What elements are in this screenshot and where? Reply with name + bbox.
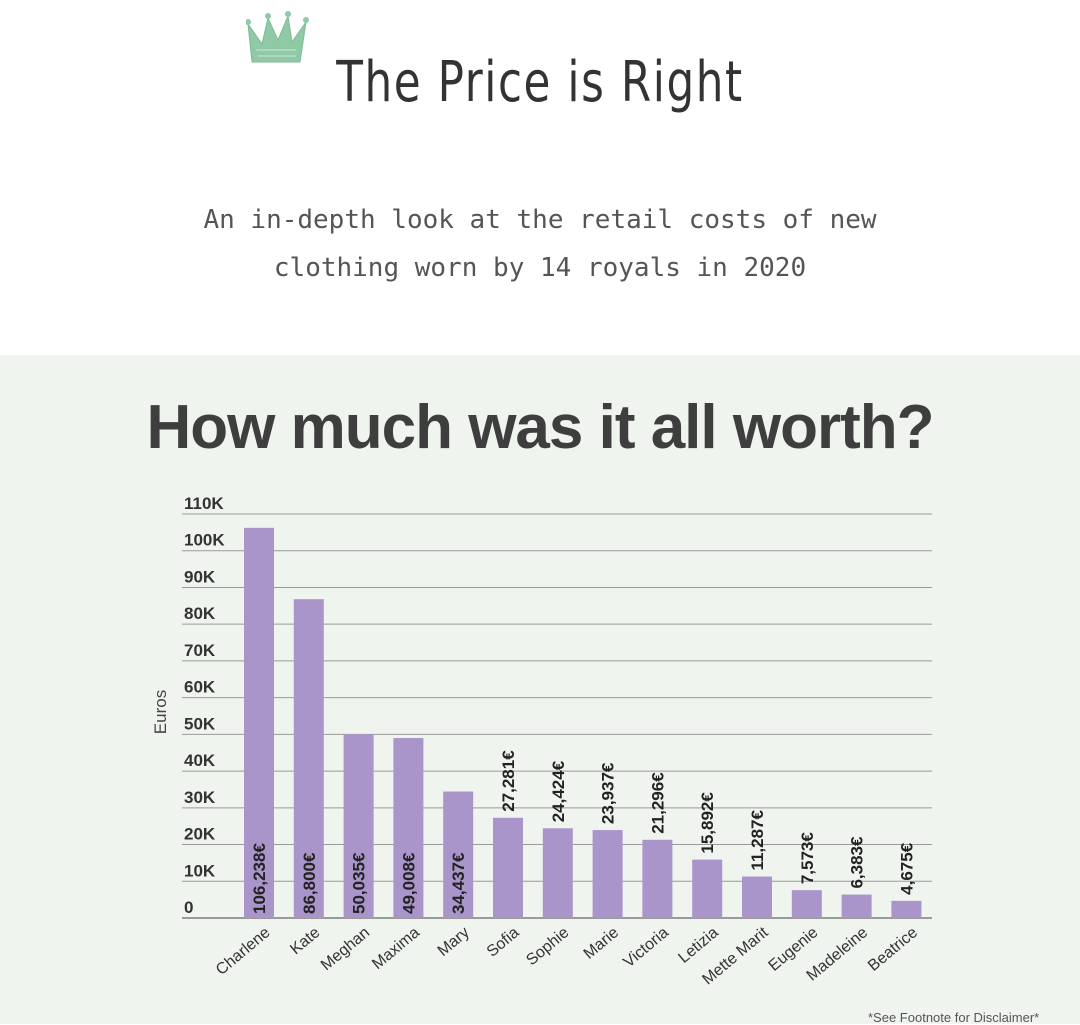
y-axis-label: Euros — [151, 690, 170, 734]
data-label: 24,424€ — [549, 760, 568, 822]
x-tick-label: Beatrice — [865, 924, 921, 975]
data-label: 49,008€ — [399, 852, 418, 914]
bar — [592, 830, 623, 918]
y-tick-label: 80K — [184, 604, 216, 623]
y-tick-label: 70K — [184, 641, 216, 660]
bar — [642, 839, 673, 918]
bar — [742, 876, 772, 918]
y-tick-label: 0 — [184, 898, 193, 917]
data-label: 7,573€ — [798, 832, 817, 885]
y-tick-label: 20K — [184, 825, 216, 844]
data-label: 27,281€ — [499, 750, 518, 812]
y-tick-label: 110K — [184, 494, 224, 513]
data-label: 6,383€ — [848, 836, 867, 889]
y-tick-label: 90K — [184, 567, 216, 586]
data-label: 50,035€ — [350, 852, 369, 914]
data-label: 106,238€ — [250, 843, 269, 914]
data-label: 21,296€ — [648, 772, 667, 834]
header: The Price is Right An in-depth look at t… — [0, 0, 1080, 355]
subtitle-line-2: clothing worn by 14 royals in 2020 — [273, 253, 807, 283]
data-label: 15,892€ — [698, 792, 717, 854]
x-tick-label: Victoria — [620, 924, 672, 971]
data-label: 11,287€ — [748, 809, 767, 870]
bar — [692, 859, 723, 918]
page-title: The Price is Right — [336, 50, 744, 115]
data-label: 23,937€ — [599, 762, 618, 824]
x-tick-label: Meghan — [318, 924, 373, 974]
y-tick-label: 50K — [184, 714, 216, 733]
x-tick-label: Sophie — [523, 924, 572, 969]
bar — [493, 817, 523, 918]
x-tick-label: Maxima — [369, 924, 423, 973]
bar — [891, 900, 922, 918]
bar — [841, 894, 872, 918]
subtitle-line-1: An in-depth look at the retail costs of … — [203, 205, 877, 235]
bar — [293, 599, 324, 918]
x-tick-label: Letizia — [675, 924, 721, 967]
x-tick-label: Charlene — [213, 924, 274, 979]
bar — [343, 734, 374, 918]
y-tick-label: 100K — [184, 531, 225, 550]
y-tick-label: 10K — [184, 861, 216, 880]
x-tick-label: Kate — [287, 924, 323, 958]
data-label: 4,675€ — [897, 842, 916, 895]
x-tick-label: Mary — [435, 924, 473, 960]
data-label: 34,437€ — [449, 852, 468, 914]
y-tick-label: 30K — [184, 788, 216, 807]
bar — [542, 828, 573, 918]
crown-icon — [246, 11, 309, 63]
data-label: 86,800€ — [300, 852, 319, 914]
bar — [791, 890, 822, 918]
bar — [393, 738, 424, 918]
page-subtitle: An in-depth look at the retail costs of … — [0, 196, 1080, 292]
chart-title: How much was it all worth? — [146, 393, 935, 462]
bar — [443, 791, 474, 918]
y-tick-label: 40K — [184, 751, 216, 770]
footnote: *See Footnote for Disclaimer* — [868, 1010, 1040, 1025]
y-tick-label: 60K — [184, 678, 216, 697]
x-tick-label: Marie — [581, 924, 623, 963]
x-tick-label: Sofia — [484, 924, 523, 961]
bar — [244, 527, 274, 918]
